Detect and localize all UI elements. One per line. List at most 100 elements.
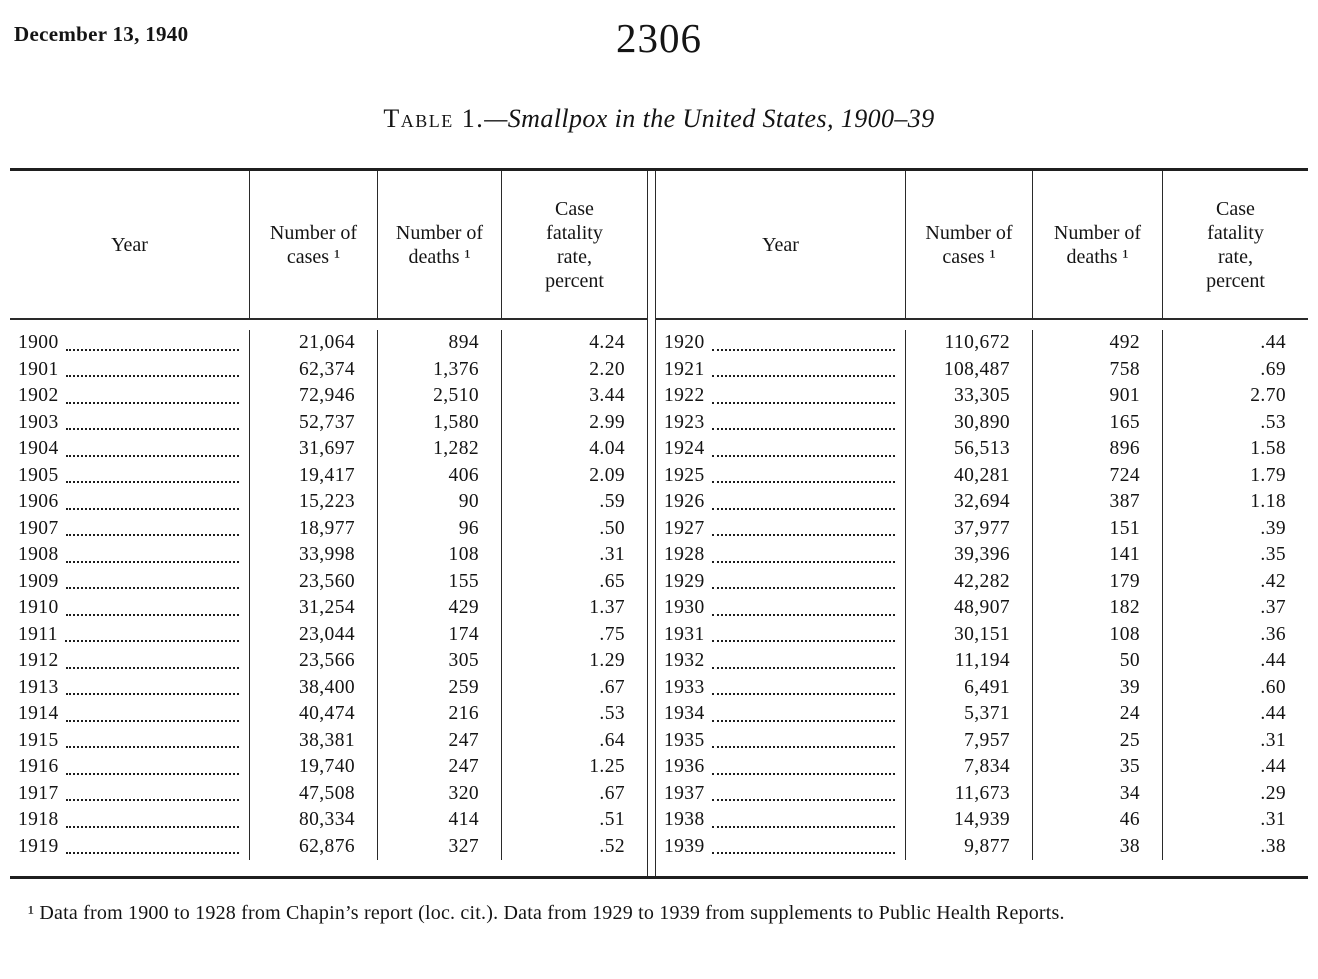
table-row: 1917 47,508 320 .67	[10, 780, 647, 807]
year-cell: 1939	[656, 833, 906, 860]
table-left-half: Year Number of cases ¹ Number of deaths …	[10, 171, 647, 876]
year-cell: 1905	[10, 462, 250, 489]
rate-value: 2.99	[589, 411, 625, 433]
deaths-value: 46	[1033, 807, 1163, 834]
dotted-leader	[65, 481, 239, 483]
table-footnote: ¹ Data from 1900 to 1928 from Chapin’s r…	[28, 902, 1065, 924]
rate-value: 1.79	[1250, 464, 1286, 486]
table-header-row: Year Number of cases ¹ Number of deaths …	[656, 171, 1308, 320]
year-cell: 1921	[656, 356, 906, 383]
dotted-leader	[65, 613, 239, 616]
column-header-fatality-rate: Case fatality rate, percent	[1206, 197, 1265, 292]
deaths-value: 259	[378, 674, 502, 701]
year-cell: 1936	[656, 754, 906, 781]
rate-value: .53	[599, 703, 625, 724]
rate-value: .53	[1260, 411, 1286, 433]
cases-value: 52,737	[250, 409, 378, 436]
table-row: 1930 48,907 182 .37	[656, 595, 1308, 622]
cases-value: 23,566	[250, 648, 378, 675]
deaths-value: 247	[378, 754, 502, 781]
cases-value: 11,194	[906, 648, 1033, 675]
table-row: 1925 40,281 724 1.79	[656, 462, 1308, 489]
table-row: 1902 72,946 2,510 3.44	[10, 383, 647, 410]
year-cell: 1908	[10, 542, 250, 569]
year-cell: 1925	[656, 462, 906, 489]
page-number: 2306	[616, 15, 702, 61]
table-title: Table 1.—Smallpox in the United States, …	[10, 104, 1308, 134]
deaths-value: 155	[378, 568, 502, 595]
year-cell: 1923	[656, 409, 906, 436]
year-label: 1936	[664, 756, 705, 777]
table-row: 1904 31,697 1,282 4.04	[10, 436, 647, 463]
year-cell: 1920	[656, 330, 906, 357]
rate-value: 1.58	[1250, 438, 1286, 459]
table-row: 1900 21,064 894 4.24	[10, 330, 647, 357]
cases-value: 80,334	[250, 807, 378, 834]
table-right-half: Year Number of cases ¹ Number of deaths …	[656, 171, 1308, 876]
year-label: 1913	[18, 676, 59, 698]
year-cell: 1932	[656, 648, 906, 675]
rate-value: 3.44	[589, 385, 625, 406]
deaths-value: 151	[1033, 515, 1163, 542]
table-row: 1926 32,694 387 1.18	[656, 489, 1308, 516]
deaths-value: 896	[1033, 436, 1163, 463]
table-row: 1924 56,513 896 1.58	[656, 436, 1308, 463]
year-cell: 1937	[656, 780, 906, 807]
rate-value: .50	[599, 517, 625, 539]
cases-value: 9,877	[906, 833, 1033, 860]
year-cell: 1909	[10, 568, 250, 595]
deaths-value: 108	[378, 542, 502, 569]
dotted-leader	[65, 666, 239, 669]
deaths-value: 35	[1033, 754, 1163, 781]
rate-value: .44	[1260, 332, 1286, 353]
deaths-value: 901	[1033, 383, 1163, 410]
table-row: 1920 110,672 492 .44	[656, 330, 1308, 357]
year-label: 1935	[664, 729, 705, 751]
dotted-leader	[711, 348, 895, 351]
deaths-value: 758	[1033, 356, 1163, 383]
rate-value: 2.20	[589, 358, 625, 380]
dotted-leader	[711, 454, 895, 457]
deaths-value: 182	[1033, 595, 1163, 622]
year-cell: 1916	[10, 754, 250, 781]
deaths-value: 406	[378, 462, 502, 489]
column-header-deaths: Number of deaths ¹	[378, 171, 502, 318]
year-label: 1938	[664, 809, 705, 830]
year-label: 1915	[18, 729, 59, 751]
deaths-value: 429	[378, 595, 502, 622]
dotted-leader	[711, 799, 895, 801]
cases-value: 48,907	[906, 595, 1033, 622]
dotted-leader	[711, 428, 895, 430]
year-cell: 1929	[656, 568, 906, 595]
cases-value: 42,282	[906, 568, 1033, 595]
deaths-value: 25	[1033, 727, 1163, 754]
year-label: 1927	[664, 517, 705, 539]
table-row: 1939 9,877 38 .38	[656, 833, 1308, 860]
table-row: 1906 15,223 90 .59	[10, 489, 647, 516]
deaths-value: 1,282	[378, 436, 502, 463]
year-cell: 1930	[656, 595, 906, 622]
year-cell: 1903	[10, 409, 250, 436]
cases-value: 32,694	[906, 489, 1033, 516]
year-cell: 1933	[656, 674, 906, 701]
table-row: 1919 62,876 327 .52	[10, 833, 647, 860]
cases-value: 37,977	[906, 515, 1033, 542]
deaths-value: 34	[1033, 780, 1163, 807]
year-cell: 1926	[656, 489, 906, 516]
rate-value: 1.29	[589, 650, 625, 671]
deaths-value: 724	[1033, 462, 1163, 489]
table-row: 1921 108,487 758 .69	[656, 356, 1308, 383]
year-label: 1903	[18, 411, 59, 433]
deaths-value: 38	[1033, 833, 1163, 860]
dotted-leader	[711, 507, 895, 510]
year-cell: 1914	[10, 701, 250, 728]
cases-value: 33,998	[250, 542, 378, 569]
deaths-value: 39	[1033, 674, 1163, 701]
year-cell: 1900	[10, 330, 250, 357]
year-label: 1908	[18, 544, 59, 565]
dotted-leader	[711, 693, 895, 695]
rate-value: .44	[1260, 756, 1286, 777]
table-row: 1905 19,417 406 2.09	[10, 462, 647, 489]
year-label: 1907	[18, 517, 59, 539]
deaths-value: 320	[378, 780, 502, 807]
